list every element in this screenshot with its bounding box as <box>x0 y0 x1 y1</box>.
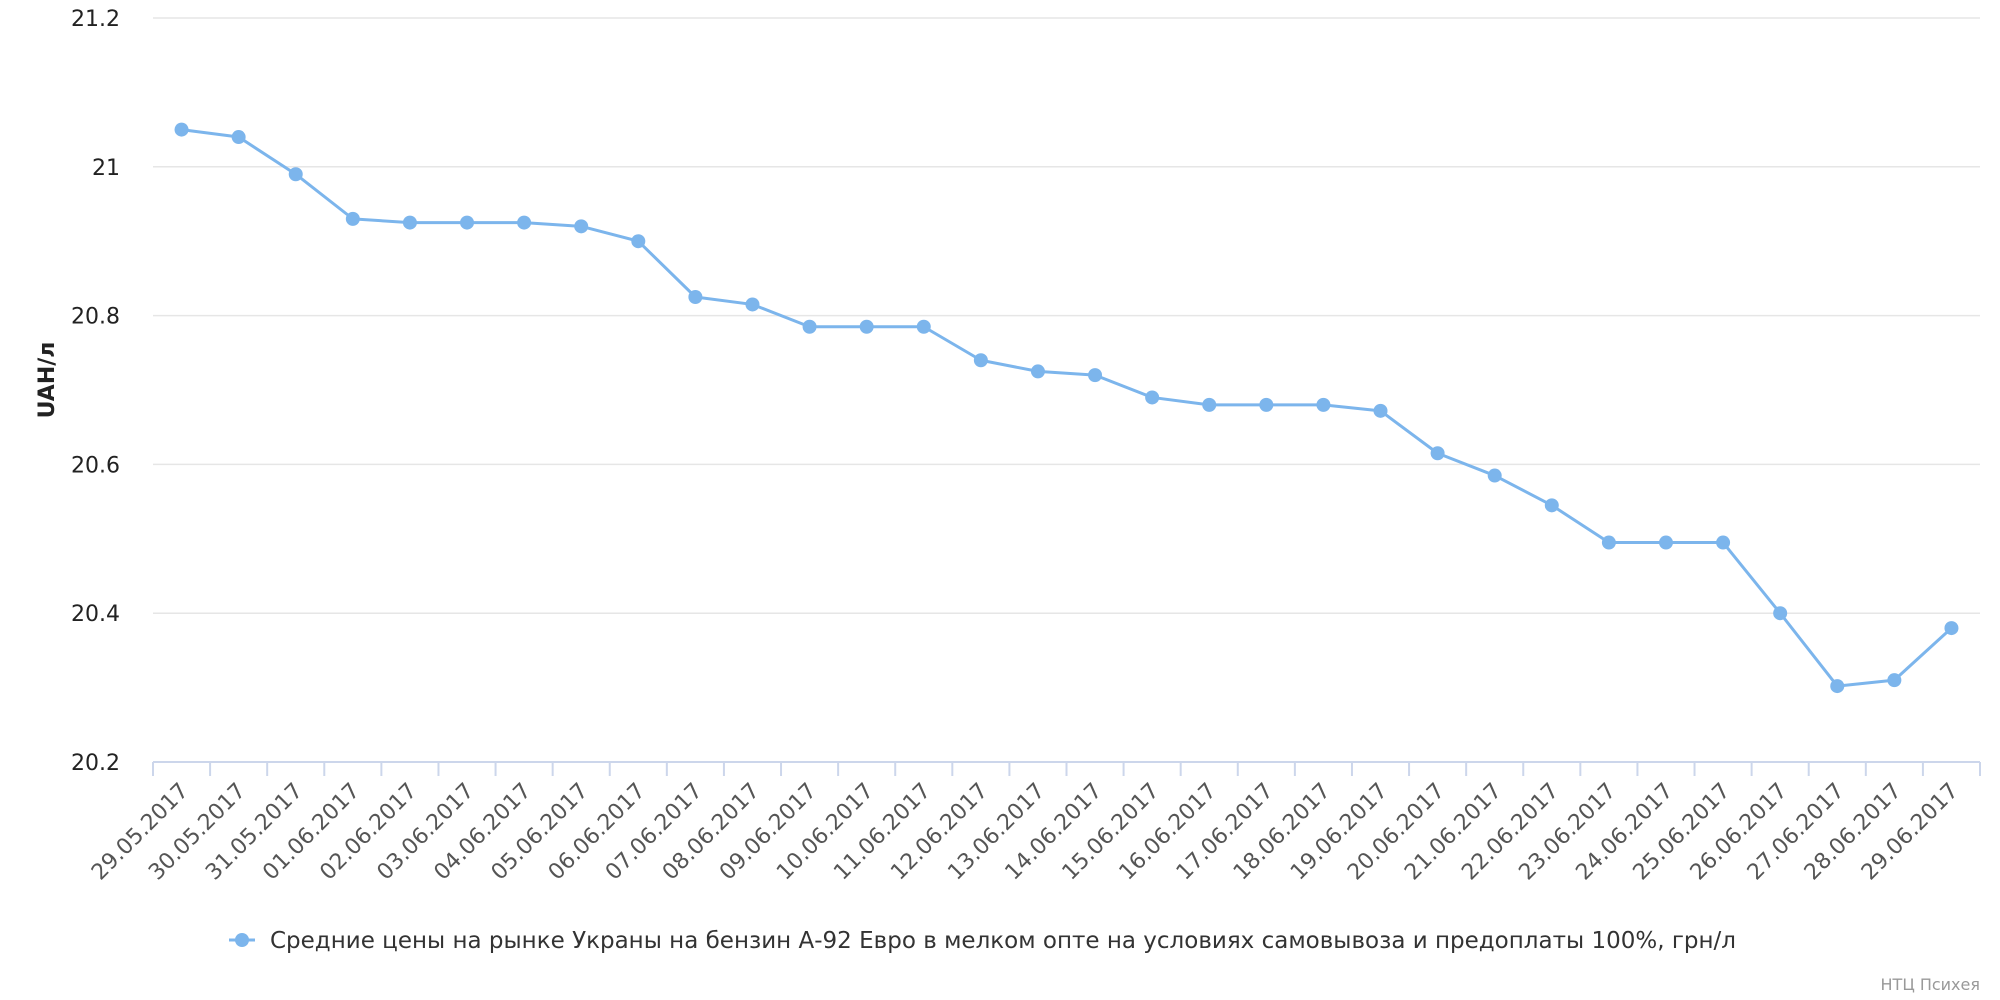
y-tick-label: 20.4 <box>71 602 120 627</box>
data-point[interactable] <box>1145 390 1160 405</box>
credits-text[interactable]: НТЦ Психея <box>1881 975 1980 994</box>
y-axis-label: UAH/л <box>35 342 60 419</box>
legend[interactable]: Средние цены на рынке Украны на бензин А… <box>229 928 1736 954</box>
data-point[interactable] <box>1658 535 1673 550</box>
y-tick-label: 20.2 <box>71 751 120 776</box>
y-tick-label: 20.6 <box>71 453 120 478</box>
data-point[interactable] <box>859 319 874 334</box>
data-point[interactable] <box>1259 397 1274 412</box>
grid-lines <box>153 17 1980 614</box>
data-point[interactable] <box>402 215 417 230</box>
data-point[interactable] <box>1030 364 1045 379</box>
data-point[interactable] <box>231 130 246 145</box>
data-point[interactable] <box>288 167 303 182</box>
data-point[interactable] <box>345 211 360 226</box>
y-tick-label: 21.2 <box>71 7 120 32</box>
data-point[interactable] <box>1430 446 1445 461</box>
legend-marker-icon <box>235 933 249 947</box>
data-point[interactable] <box>1487 468 1502 483</box>
y-tick-label: 20.8 <box>71 305 120 330</box>
data-point[interactable] <box>688 290 703 304</box>
y-axis-ticks: 20.2 20.4 20.6 20.8 21 21.2 <box>71 7 120 776</box>
data-point[interactable] <box>973 353 988 368</box>
x-axis-ticks: 29.05.201730.05.201731.05.201701.06.2017… <box>87 762 1981 885</box>
y-tick-label: 21 <box>92 156 120 181</box>
data-point[interactable] <box>574 219 589 234</box>
data-point[interactable] <box>745 297 760 312</box>
data-point[interactable] <box>1830 679 1845 694</box>
data-point[interactable] <box>1944 621 1959 636</box>
data-point[interactable] <box>802 319 817 334</box>
data-point[interactable] <box>1373 403 1388 418</box>
data-point[interactable] <box>1716 535 1731 550</box>
data-point[interactable] <box>174 122 189 137</box>
data-point[interactable] <box>460 215 475 230</box>
data-point[interactable] <box>1773 606 1788 621</box>
legend-series-name[interactable]: Средние цены на рынке Украны на бензин А… <box>270 928 1736 954</box>
data-point[interactable] <box>1202 397 1217 412</box>
data-point[interactable] <box>916 319 931 334</box>
series-line <box>181 128 1953 688</box>
series-group <box>174 122 1959 694</box>
data-point[interactable] <box>1601 535 1616 550</box>
data-point[interactable] <box>1544 498 1559 513</box>
data-point[interactable] <box>1316 397 1331 412</box>
data-point[interactable] <box>517 215 532 230</box>
data-point[interactable] <box>631 234 646 249</box>
data-point[interactable] <box>1887 673 1902 688</box>
data-point[interactable] <box>1088 368 1103 383</box>
